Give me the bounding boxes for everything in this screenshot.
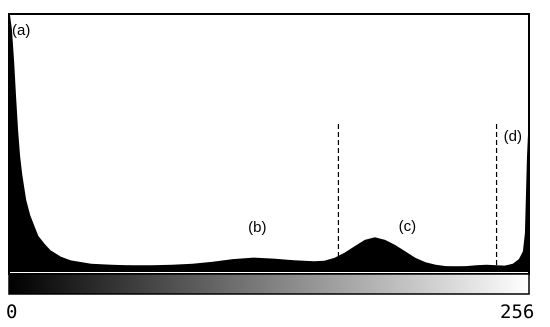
dashed-markers bbox=[337, 124, 498, 272]
annotations: (a) (b) (c) (d) bbox=[12, 22, 522, 236]
gradient-bar bbox=[8, 273, 530, 295]
annotation-label: (d) bbox=[504, 128, 522, 145]
x-tick-min: 0 bbox=[6, 301, 17, 323]
x-tick-max: 256 bbox=[500, 301, 534, 323]
annotation-label: (c) bbox=[399, 218, 417, 235]
plot-frame bbox=[8, 13, 530, 275]
annotation-label: (b) bbox=[248, 219, 266, 236]
annotation-label: (a) bbox=[12, 22, 30, 39]
